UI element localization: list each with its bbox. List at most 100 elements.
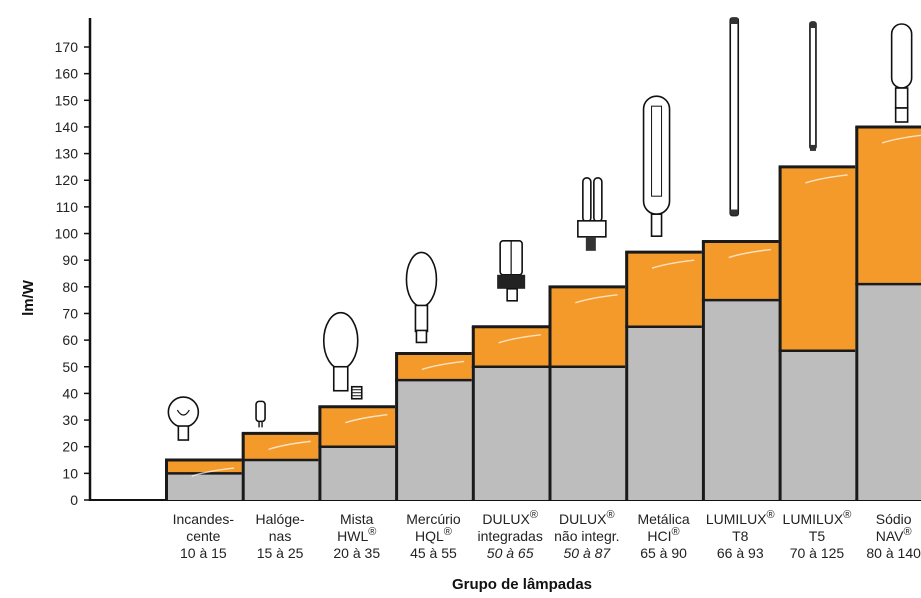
sodium-tubular-bulb-icon	[890, 23, 913, 123]
y-tick-label: 30	[62, 412, 78, 428]
bar-group	[318, 405, 396, 500]
category-label-line: HWL®	[337, 526, 376, 544]
y-tick-label: 80	[62, 279, 78, 295]
lamp-icons	[167, 17, 913, 441]
lamp-endcap	[730, 18, 739, 24]
lamp-endcap	[809, 22, 816, 28]
category-range: 65 à 90	[640, 545, 687, 561]
y-tick-label: 140	[55, 119, 79, 135]
lamp-tube	[729, 17, 740, 217]
y-tick-label: 60	[62, 332, 78, 348]
lamp-glass	[405, 251, 438, 308]
category-label-line: HCI®	[647, 526, 679, 544]
t5-tube-icon	[809, 21, 817, 151]
y-tick-label: 70	[62, 305, 78, 321]
bar-gray	[471, 366, 549, 500]
lamp-glass	[322, 311, 359, 370]
category-range: 15 à 25	[257, 545, 304, 561]
bar-group	[855, 125, 921, 500]
bar-orange	[318, 406, 396, 447]
bar-gray	[318, 446, 396, 500]
bar-orange	[625, 252, 702, 327]
category-label-line: integradas	[477, 528, 542, 544]
category-label-line: NAV®	[876, 526, 912, 544]
lamp-tube	[593, 177, 603, 223]
lamp-tube	[809, 21, 817, 150]
lamp-pin-base	[585, 236, 596, 251]
lamp-glass	[890, 23, 913, 89]
y-tick-label: 150	[55, 92, 79, 108]
bar-gray	[855, 284, 921, 500]
halogen-capsule-icon	[255, 400, 266, 428]
category-range: 50 à 65	[487, 545, 534, 561]
bar-gray	[701, 300, 779, 500]
lamp-filament	[176, 409, 190, 416]
bar-gray	[548, 366, 626, 500]
category-range: 70 à 125	[790, 545, 845, 561]
y-tick-label: 130	[55, 146, 79, 162]
bar-group	[625, 250, 702, 500]
category-label-line: cente	[186, 528, 220, 544]
lamp-endcap	[809, 144, 816, 151]
category-label-line: Mista	[340, 511, 374, 527]
bar-group	[165, 458, 242, 500]
bar-group	[778, 165, 856, 500]
lamp-arc-tube	[651, 105, 663, 197]
bar-group	[548, 285, 626, 500]
bar-gray	[165, 473, 242, 500]
category-label-line: HQL®	[415, 526, 452, 544]
bar-highlight	[191, 467, 235, 477]
lamp-tube	[582, 177, 592, 223]
bar-group	[471, 325, 549, 500]
bar-orange	[548, 286, 626, 367]
y-tick-label: 10	[62, 465, 78, 481]
y-tick-label: 0	[70, 492, 78, 508]
lamp-base	[650, 213, 663, 237]
bars	[165, 125, 921, 500]
bar-gray	[395, 380, 472, 500]
t8-tube-icon	[729, 17, 740, 217]
bar-gray	[625, 326, 702, 500]
incandescent-bulb-icon	[167, 396, 200, 441]
category-label-line: Sódio	[876, 511, 912, 527]
category-label-line: LUMILUX®	[783, 509, 852, 527]
category-label-line: T8	[732, 528, 749, 544]
category-label: DULUX®não integr.50 à 87	[554, 509, 619, 561]
category-label-line: Incandes-	[173, 511, 235, 527]
category-label-line: Halóge-	[256, 511, 305, 527]
lamp-neck	[332, 365, 349, 392]
bar-highlight	[575, 294, 618, 304]
lamp-glass	[167, 396, 200, 428]
y-axis-title: lm/W	[20, 279, 37, 316]
y-tick-label: 50	[62, 359, 78, 375]
category-label-line: LUMILUX®	[706, 509, 775, 527]
category-range: 66 à 93	[717, 545, 764, 561]
bar-gray	[778, 350, 856, 500]
bar-group	[241, 431, 319, 500]
bar-group	[395, 351, 472, 500]
y-tick-label: 40	[62, 385, 78, 401]
category-label-line: DULUX®	[559, 509, 615, 527]
bar-highlight	[345, 414, 388, 424]
category-label-line: não integr.	[554, 528, 619, 544]
mixed-light-bulb-icon	[322, 311, 363, 400]
category-range: 20 à 35	[333, 545, 380, 561]
lamp-glass	[255, 400, 266, 423]
lamp-base	[177, 425, 190, 441]
compact-fluorescent-integrated-icon	[497, 239, 526, 302]
lamp-base	[894, 107, 909, 123]
bar-orange	[778, 166, 856, 351]
y-tick-label: 160	[55, 66, 79, 82]
bar-orange	[165, 460, 242, 474]
bar-highlight	[805, 174, 848, 184]
category-label-line: T5	[809, 528, 826, 544]
lamp-ballast	[497, 274, 526, 289]
bar-gray	[241, 460, 319, 500]
